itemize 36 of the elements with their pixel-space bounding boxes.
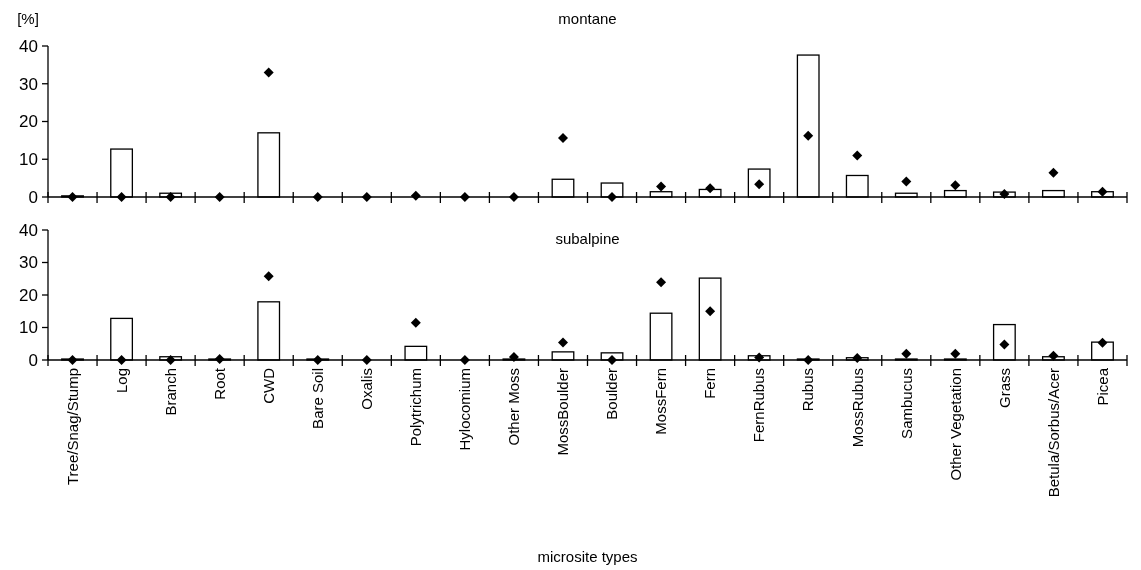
chart-title: montane	[558, 10, 617, 27]
x-tick-label: Picea	[1093, 367, 1111, 406]
x-tick-label: Polytrichum	[407, 368, 425, 447]
y-tick-label: 20	[19, 112, 38, 132]
y-tick-label: 30	[19, 253, 38, 273]
x-tick-label: Tree/Snag/Stump	[63, 368, 81, 486]
x-tick-label: Betula/Sorbus/Acer	[1044, 368, 1062, 498]
x-tick-label: Log	[112, 368, 130, 394]
x-tick-label: Hylocomium	[456, 368, 474, 451]
y-tick-label: 0	[28, 187, 38, 207]
x-tick-label: Grass	[995, 368, 1013, 409]
x-tick-label: Rubus	[799, 368, 817, 412]
x-tick-label: Fern	[701, 368, 719, 399]
y-axis-title: [%]	[17, 10, 39, 27]
x-tick-label: Root	[210, 367, 228, 400]
x-tick-label: Bare Soil	[309, 368, 326, 429]
x-tick-label: MossFern	[652, 368, 670, 435]
x-tick-label: FernRubus	[750, 368, 768, 443]
x-tick-label: Branch	[161, 368, 179, 416]
y-tick-label: 0	[28, 350, 38, 370]
y-tick-label: 10	[19, 318, 38, 338]
chart-title: subalpine	[555, 230, 620, 247]
x-tick-label: Other Vegetation	[946, 368, 964, 481]
x-tick-label: Oxalis	[358, 368, 376, 410]
y-tick-label: 40	[19, 220, 38, 240]
x-tick-label: MossBoulder	[554, 368, 572, 456]
x-axis-title: microsite types	[537, 548, 638, 565]
y-tick-label: 40	[19, 36, 38, 56]
y-tick-label: 10	[19, 150, 38, 170]
x-tick-label: CWD	[259, 367, 277, 404]
y-tick-label: 30	[19, 74, 38, 94]
x-tick-label: Sambucus	[897, 368, 915, 439]
y-tick-label: 20	[19, 285, 38, 305]
x-tick-label: MossRubus	[848, 368, 866, 448]
x-tick-label: Boulder	[603, 368, 621, 420]
x-tick-label: Other Moss	[505, 368, 523, 446]
